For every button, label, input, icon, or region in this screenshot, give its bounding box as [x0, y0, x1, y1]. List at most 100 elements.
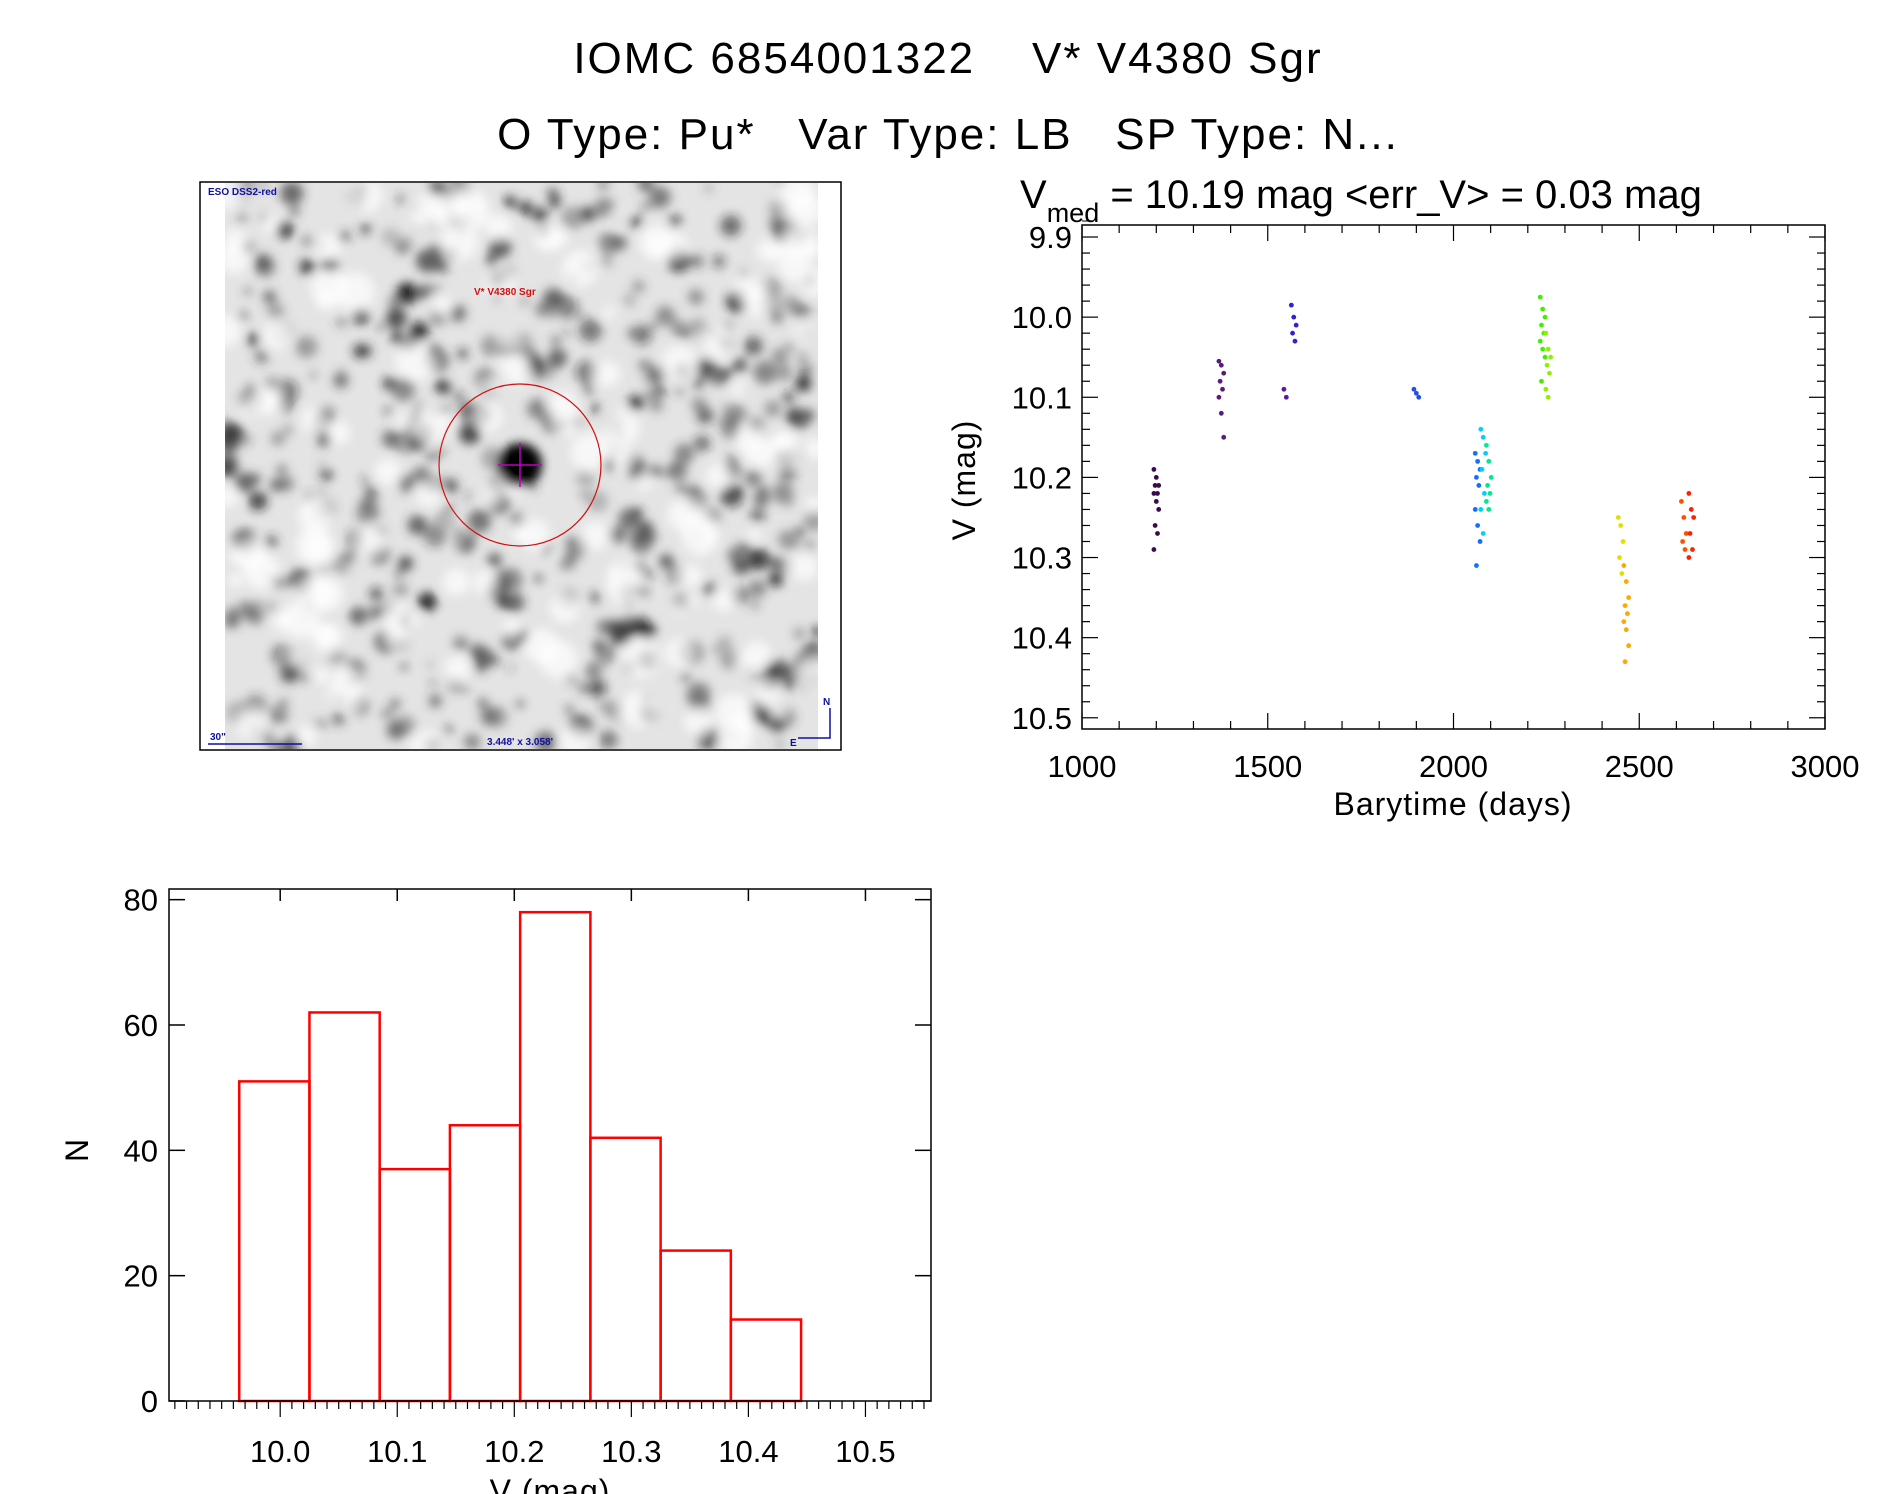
light-curve-ylabel: V (mag) [946, 420, 982, 541]
sky-bright-patch [777, 183, 816, 212]
star-blob [413, 466, 430, 483]
star-blob [264, 601, 278, 615]
histogram-axes-frame [168, 888, 932, 1402]
data-point [1545, 394, 1551, 400]
y-tick-label: 10.3 [1012, 541, 1072, 576]
y-tick-label: 80 [124, 883, 158, 918]
sky-bright-patch [769, 243, 786, 259]
data-point [1544, 362, 1550, 368]
star-blob [748, 579, 767, 598]
star-blob [337, 368, 346, 377]
star-blob [804, 540, 816, 551]
y-tick-label: 10.2 [1012, 460, 1072, 495]
star-blob [391, 378, 415, 402]
star-blob [631, 324, 652, 345]
data-point [1623, 627, 1629, 633]
star-blob [771, 556, 792, 577]
title-line2: O Type: Pu* Var Type: LB SP Type: N... [497, 110, 1399, 159]
sky-bright-patch [712, 589, 735, 612]
sky-bright-patch [794, 320, 814, 340]
data-point [1153, 475, 1159, 480]
star-blob [487, 258, 497, 268]
star-blob [534, 205, 542, 213]
target-circle [438, 383, 602, 547]
star-blob [753, 711, 766, 725]
histogram-chart: 10.0 10.1 10.2 10.3 10.4 10.5 0 20 40 60 80 V (mag… [59, 883, 932, 1494]
star-blob [479, 707, 498, 726]
star-blob [785, 342, 794, 352]
sky-bright-patch [395, 342, 435, 381]
star-blob [551, 335, 561, 346]
data-point [1151, 466, 1157, 472]
data-point [1482, 491, 1487, 496]
star-blob [387, 294, 403, 310]
histogram-bar [589, 1136, 662, 1403]
star-blob [225, 429, 241, 454]
star-blob [547, 187, 559, 199]
data-point [1486, 507, 1492, 512]
star-blob [246, 332, 260, 346]
data-point [1156, 507, 1162, 512]
data-point [1679, 499, 1684, 504]
star-blob [289, 205, 300, 217]
data-point [1681, 515, 1687, 520]
title-subscript: med [1047, 198, 1100, 228]
data-point [1152, 483, 1158, 488]
star-blob [596, 619, 612, 635]
sky-bright-patch [225, 486, 239, 508]
sky-bright-patch [227, 572, 243, 588]
data-point [1540, 346, 1546, 352]
star-blob [519, 201, 533, 215]
data-point [1547, 370, 1552, 376]
star-blob [564, 535, 587, 559]
sky-bright-patch [409, 730, 446, 749]
sky-bright-patch [602, 409, 640, 447]
star-blob [628, 395, 644, 411]
star-blob [382, 376, 397, 391]
star-blob [341, 551, 353, 562]
sky-bright-patch [548, 391, 579, 422]
star-blob [771, 481, 794, 504]
star-blob [720, 215, 742, 237]
star-blob [617, 719, 624, 726]
star-blob [453, 636, 468, 651]
sky-bright-patch [570, 432, 610, 473]
star-blob [654, 386, 665, 397]
sky-bright-patch [482, 376, 499, 393]
data-point [1479, 466, 1485, 472]
x-tick-label: 10.2 [484, 1434, 544, 1469]
sky-bright-patch [384, 627, 406, 649]
star-blob [394, 569, 404, 579]
star-blob [581, 382, 596, 397]
data-point [1483, 442, 1489, 448]
star-blob [696, 407, 714, 424]
star-blob [623, 293, 636, 307]
star-blob [432, 285, 441, 293]
star-blob [732, 557, 751, 575]
star-blob [812, 626, 818, 637]
data-point [1485, 483, 1490, 488]
star-blob [771, 311, 784, 324]
star-blob [674, 443, 695, 464]
y-tick-label: 10.5 [1012, 701, 1072, 736]
star-blob [392, 335, 401, 345]
star-blob [590, 404, 601, 415]
star-blob [447, 677, 463, 694]
star-blob [299, 258, 316, 275]
star-blob [504, 196, 515, 207]
star-blob [548, 309, 558, 319]
x-tick-label: 10.5 [835, 1434, 895, 1469]
star-blob [276, 464, 288, 476]
data-point [1486, 458, 1492, 464]
star-blob [578, 318, 603, 342]
y-tick-label: 0 [141, 1384, 158, 1419]
star-blob [637, 183, 654, 192]
star-blob [643, 569, 653, 580]
star-blob [549, 196, 561, 208]
sky-bright-patch [594, 360, 621, 387]
star-blob [381, 227, 400, 247]
star-blob [453, 528, 462, 537]
star-blob [588, 679, 607, 698]
star-blob [384, 407, 393, 415]
star-blob [417, 592, 437, 612]
